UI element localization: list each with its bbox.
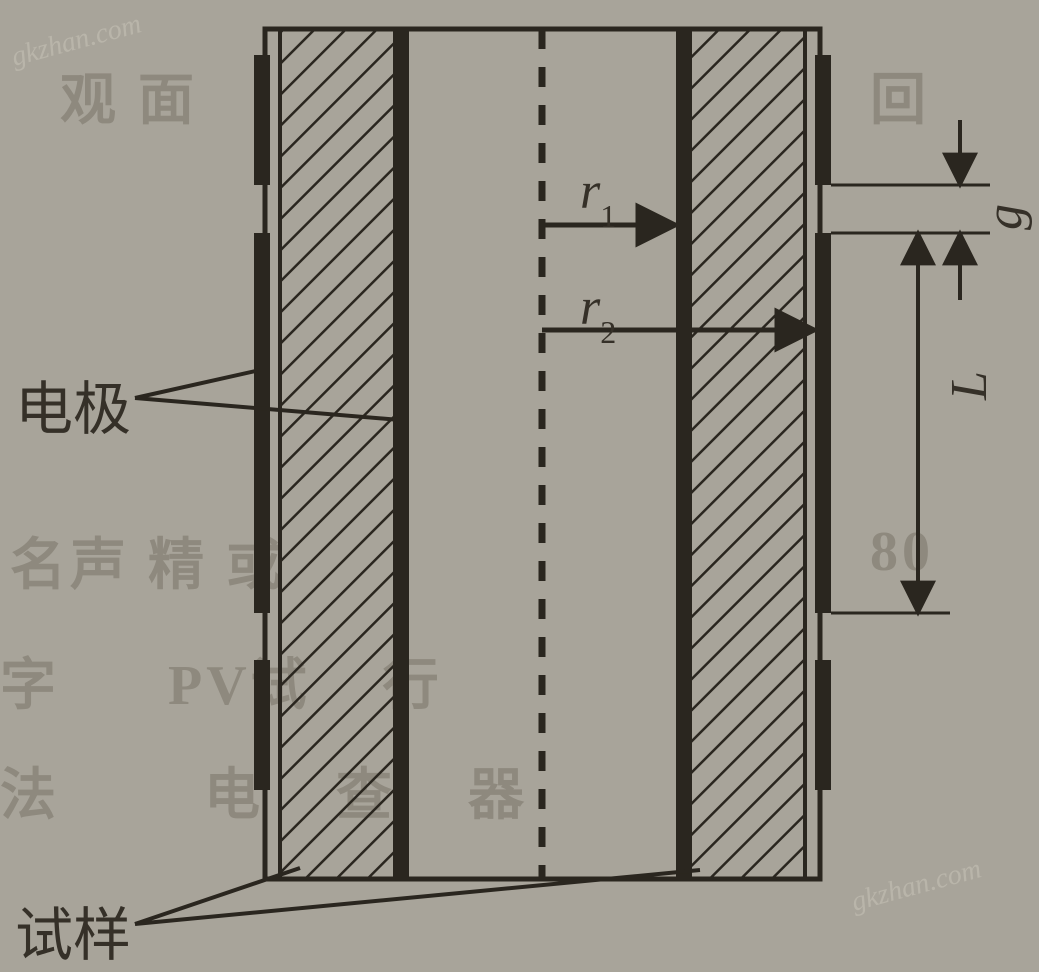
outer-electrode-left-guard-bottom — [254, 660, 270, 790]
outer-electrode-left-guard-top — [254, 55, 270, 185]
label-sample: 试样 — [15, 888, 131, 972]
label-L: L — [940, 371, 999, 400]
inner-electrode-left — [397, 29, 409, 879]
diagram-svg — [0, 0, 1039, 953]
outer-electrode-right-guard-bottom — [815, 660, 831, 790]
label-g: g — [975, 204, 1034, 230]
label-electrode: 电极 — [15, 362, 131, 446]
tube-wall-right — [690, 29, 805, 879]
label-r1: r1 — [580, 162, 616, 227]
label-r2: r2 — [580, 278, 616, 343]
outer-electrode-right-guard-top — [815, 55, 831, 185]
outer-electrode-right-main — [815, 233, 831, 613]
tube-wall-left — [280, 29, 395, 879]
inner-electrode-right — [676, 29, 688, 879]
leader-electrode-1 — [135, 370, 260, 398]
outer-electrode-left-main — [254, 233, 270, 613]
